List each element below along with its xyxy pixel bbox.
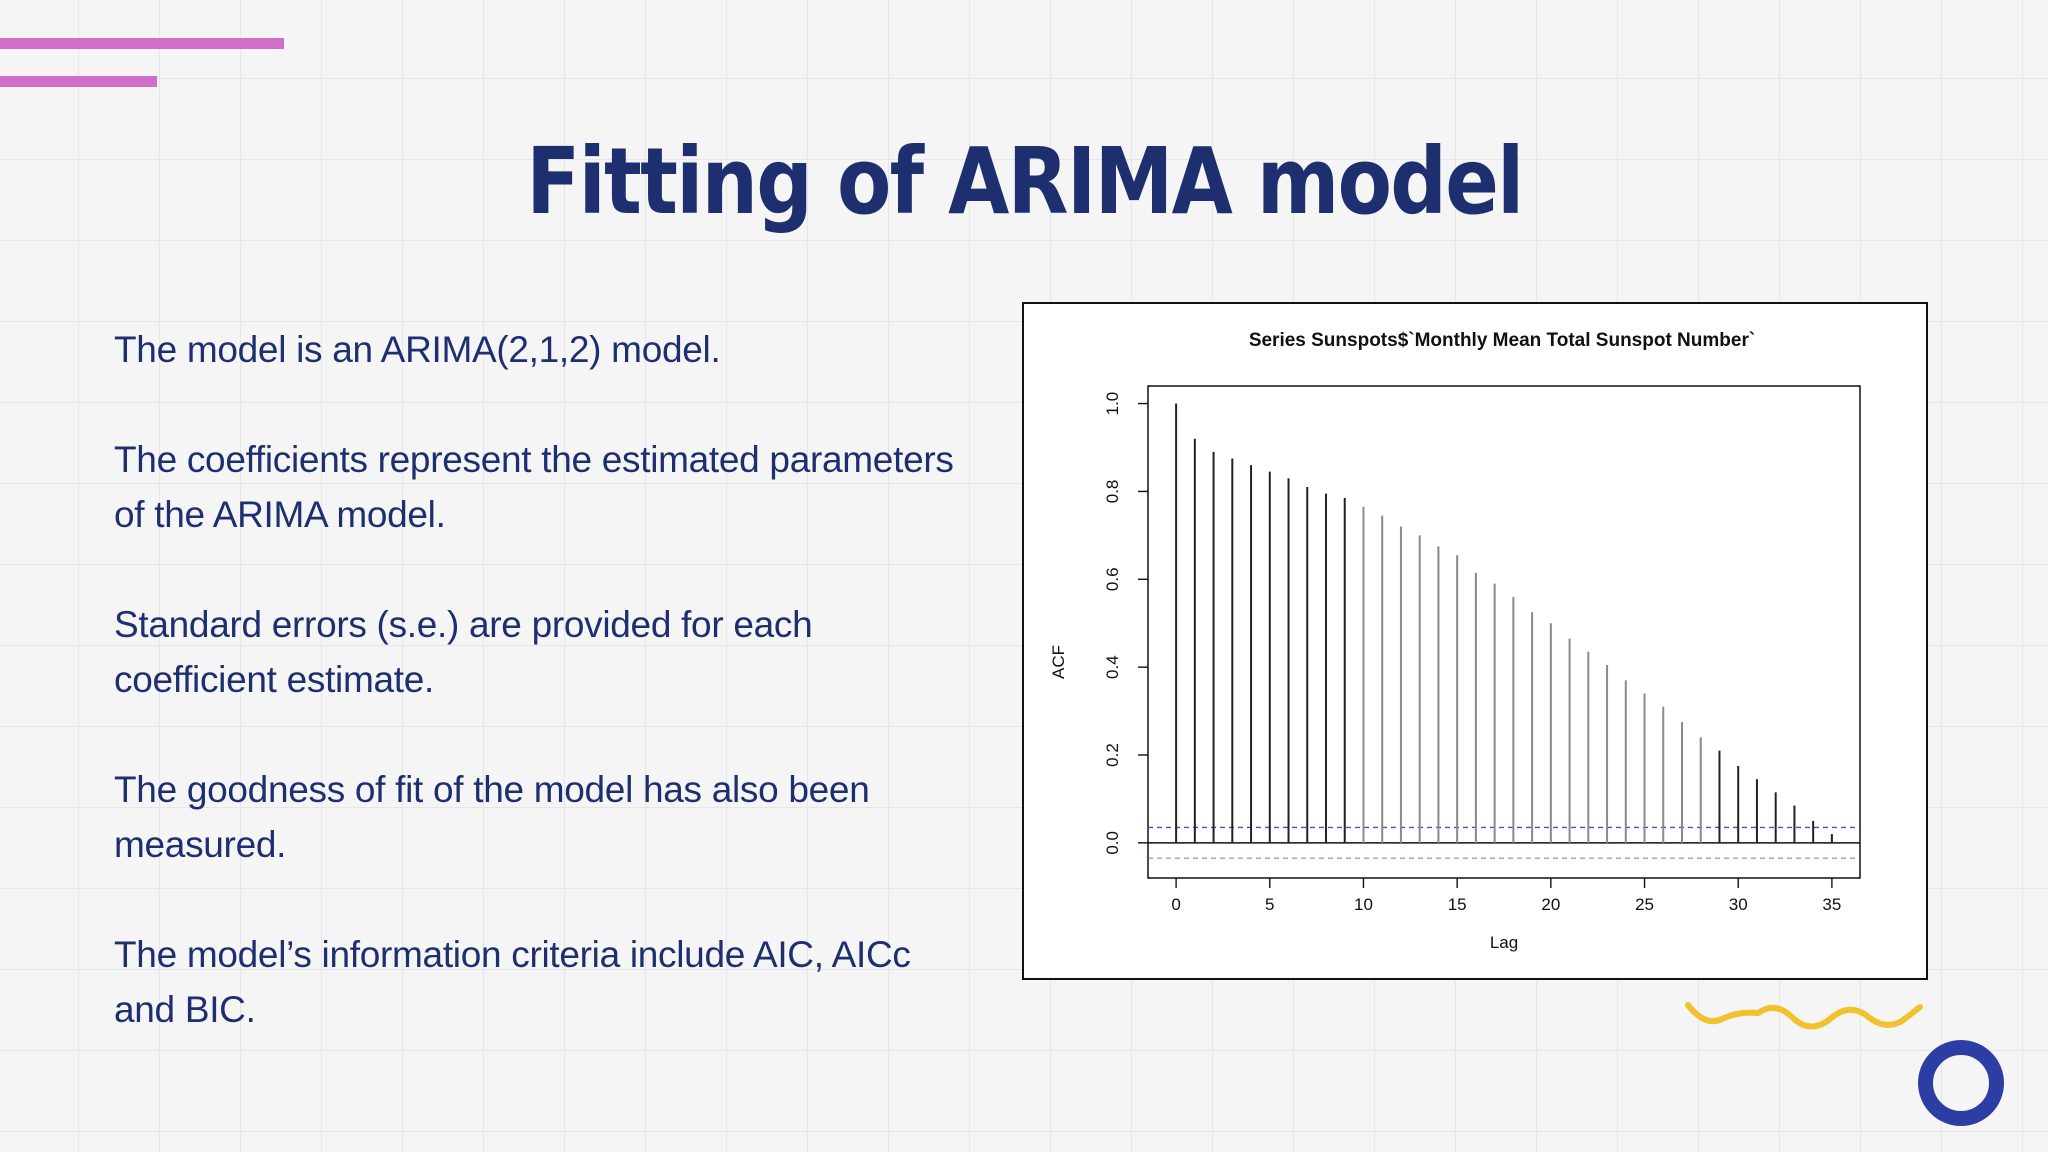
acf-chart: Series Sunspots$`Monthly Mean Total Suns… <box>1022 302 1928 980</box>
x-tick-label: 5 <box>1265 895 1274 914</box>
bullet-model-type: The model is an ARIMA(2,1,2) model. <box>114 329 721 370</box>
bullet-information-criteria: The model’s information criteria include… <box>114 934 911 1030</box>
bullet-list: The model is an ARIMA(2,1,2) model. The … <box>114 322 974 1037</box>
x-tick-label: 15 <box>1448 895 1467 914</box>
slide-title: Fitting of ARIMA model <box>526 128 1524 235</box>
x-tick-label: 25 <box>1635 895 1654 914</box>
y-axis-label: ACF <box>1049 645 1068 679</box>
y-axis: 0.0 0.2 0.4 0.6 0.8 1.0 <box>1103 392 1148 855</box>
x-tick-label: 20 <box>1541 895 1560 914</box>
y-tick-label: 0.4 <box>1103 655 1122 679</box>
acf-bars <box>1175 403 1833 843</box>
y-tick-label: 0.6 <box>1103 567 1122 591</box>
y-tick-label: 0.8 <box>1103 480 1122 504</box>
accent-bar-bottom <box>0 76 157 87</box>
x-axis-label: Lag <box>1490 933 1518 952</box>
y-tick-label: 0.2 <box>1103 743 1122 767</box>
bullet-goodness-of-fit: The goodness of fit of the model has als… <box>114 769 870 865</box>
y-tick-label: 1.0 <box>1103 392 1122 416</box>
x-axis: 0 5 10 15 20 25 30 35 <box>1171 878 1841 914</box>
x-tick-label: 35 <box>1822 895 1841 914</box>
chart-title: Series Sunspots$`Monthly Mean Total Suns… <box>1249 330 1755 351</box>
accent-bar-top <box>0 38 284 49</box>
bullet-standard-errors: Standard errors (s.e.) are provided for … <box>114 604 813 700</box>
confidence-bounds <box>1148 826 1860 859</box>
ring-decoration <box>1918 1040 2004 1126</box>
x-tick-label: 10 <box>1354 895 1373 914</box>
plot-area <box>1147 385 1861 879</box>
bullet-coefficients: The coefficients represent the estimated… <box>114 439 954 535</box>
acf-plot: Series Sunspots$`Monthly Mean Total Suns… <box>1049 330 1861 952</box>
x-tick-label: 30 <box>1729 895 1748 914</box>
x-tick-label: 0 <box>1171 895 1180 914</box>
y-tick-label: 0.0 <box>1103 831 1122 855</box>
wavy-line-decoration <box>1685 1002 1923 1030</box>
